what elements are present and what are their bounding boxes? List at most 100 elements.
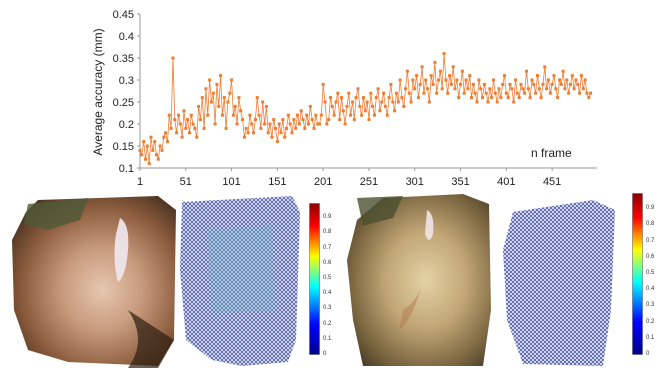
y-tick-label: 0.35	[113, 53, 134, 65]
colorbar-tick-label: 0	[323, 351, 327, 357]
colorbar-tick-label: 0	[646, 351, 650, 357]
data-point	[206, 113, 210, 117]
data-point	[233, 104, 237, 108]
data-point	[470, 96, 473, 100]
series-line	[139, 53, 591, 164]
data-point	[374, 96, 378, 100]
colorbar-1	[309, 203, 320, 355]
data-point	[145, 144, 149, 148]
data-point	[226, 100, 230, 104]
data-point	[394, 91, 398, 95]
data-point	[283, 135, 287, 139]
data-point	[354, 96, 358, 100]
data-point	[462, 91, 466, 95]
data-point	[504, 91, 508, 95]
data-point	[380, 100, 384, 104]
data-point	[268, 122, 272, 126]
data-point	[387, 96, 391, 100]
data-point	[543, 65, 547, 69]
colorbar-tick-label: 0.3	[323, 305, 332, 312]
data-point	[415, 74, 419, 78]
data-point	[171, 56, 175, 60]
data-point	[198, 118, 202, 122]
x-axis-ticks: 1 51 101 151 201 251 301 351 401 451	[137, 168, 561, 188]
data-point	[437, 78, 441, 82]
data-point	[565, 78, 569, 82]
series-points	[138, 52, 593, 166]
data-point	[537, 87, 541, 91]
data-point	[275, 140, 279, 144]
data-point	[213, 122, 217, 126]
data-point	[253, 118, 257, 122]
data-point	[246, 131, 250, 135]
data-point	[424, 78, 428, 82]
data-point	[285, 126, 288, 130]
data-point	[180, 135, 184, 139]
data-point	[514, 78, 517, 82]
data-point	[391, 100, 395, 104]
data-point	[475, 100, 479, 104]
data-point	[164, 131, 168, 135]
data-point	[290, 131, 294, 135]
data-point	[193, 126, 197, 130]
data-point	[389, 82, 393, 86]
colorbar-tick-label: 0.1	[323, 335, 332, 342]
data-point	[312, 126, 316, 130]
data-point	[341, 109, 345, 113]
data-point	[519, 82, 523, 86]
data-point	[385, 113, 389, 117]
data-point	[334, 100, 338, 104]
data-point	[512, 100, 516, 104]
data-point	[550, 82, 554, 86]
data-point	[570, 74, 574, 78]
data-point	[460, 69, 464, 73]
data-point	[568, 82, 572, 86]
data-point	[239, 109, 243, 113]
data-point	[563, 87, 567, 91]
data-point	[200, 96, 204, 100]
data-point	[250, 122, 254, 126]
data-point	[327, 118, 331, 122]
data-point	[356, 87, 360, 91]
data-point	[400, 96, 404, 100]
data-point	[471, 82, 475, 86]
data-point	[556, 96, 560, 100]
colorbar-tick-label: 0.7	[646, 237, 655, 244]
data-point	[347, 91, 351, 95]
data-point	[383, 104, 387, 108]
data-point	[431, 82, 435, 86]
data-point	[506, 96, 510, 100]
data-point	[486, 100, 490, 104]
colorbar-tick-label: 0.6	[646, 253, 655, 260]
data-point	[583, 78, 587, 82]
data-point	[177, 113, 180, 117]
y-axis-ticks: 0.1 0.15 0.2 0.25 0.3 0.35 0.4 0.45	[113, 9, 140, 175]
colorbar-tick-label: 0.8	[323, 229, 332, 236]
x-tick-label: 351	[451, 176, 469, 188]
data-point	[140, 153, 144, 157]
data-point	[224, 126, 228, 130]
data-point	[508, 82, 512, 86]
data-point	[155, 153, 158, 157]
data-point	[182, 109, 186, 113]
data-point	[329, 96, 332, 100]
data-point	[521, 87, 525, 91]
data-point	[402, 104, 406, 108]
data-point	[242, 135, 246, 139]
data-point	[220, 113, 224, 117]
data-point	[420, 65, 424, 69]
data-point	[173, 118, 177, 122]
data-point	[536, 74, 539, 78]
data-point	[297, 122, 301, 126]
data-point	[497, 87, 501, 91]
data-point	[396, 100, 400, 104]
data-point	[217, 104, 221, 108]
data-point	[235, 122, 239, 126]
data-point	[305, 113, 309, 117]
data-point	[219, 74, 223, 78]
data-point	[299, 109, 303, 113]
data-point	[393, 109, 397, 113]
data-point	[252, 131, 256, 135]
data-point	[572, 87, 576, 91]
data-point	[455, 78, 459, 82]
